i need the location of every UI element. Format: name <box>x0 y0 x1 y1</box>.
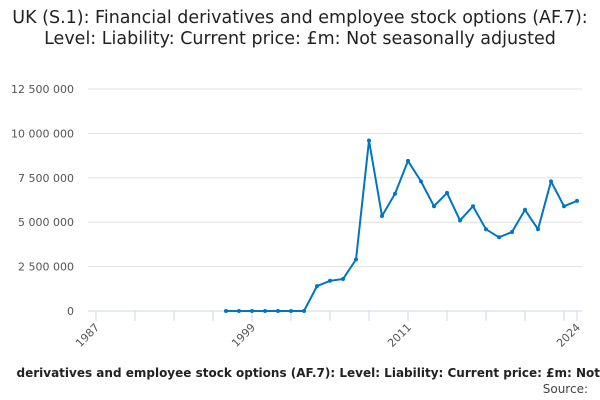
x-tick-label: 1987 <box>73 321 102 350</box>
data-point <box>276 309 280 313</box>
chart-title: UK (S.1): Financial derivatives and empl… <box>12 8 588 49</box>
data-point <box>549 179 553 184</box>
x-tick-label: 2024 <box>554 321 583 350</box>
data-point <box>224 309 228 313</box>
data-point <box>406 158 410 163</box>
data-point <box>562 204 566 209</box>
x-tick-label: 2011 <box>385 321 414 350</box>
data-point <box>536 227 540 232</box>
y-tick-label: 7 500 000 <box>18 172 74 185</box>
data-point <box>510 229 514 234</box>
data-point <box>419 179 423 184</box>
data-point <box>367 138 371 143</box>
data-point <box>575 198 579 203</box>
data-point <box>484 227 488 232</box>
y-tick-label: 2 500 000 <box>18 261 74 274</box>
data-point <box>237 309 241 313</box>
data-point <box>380 213 384 218</box>
data-point <box>328 278 332 283</box>
data-point <box>471 204 475 209</box>
data-point <box>354 257 358 262</box>
data-point <box>250 309 254 313</box>
data-point <box>302 309 306 313</box>
data-point <box>315 284 319 289</box>
data-point <box>341 277 345 282</box>
x-tick-label: 1999 <box>229 321 258 350</box>
y-tick-label: 12 500 000 <box>11 83 74 96</box>
data-point <box>432 204 436 209</box>
source-label: Source: <box>542 382 588 396</box>
y-tick-label: 5 000 000 <box>18 216 74 229</box>
chart-caption: derivatives and employee stock options (… <box>16 366 600 380</box>
data-point <box>289 309 293 313</box>
y-tick-label: 0 <box>67 305 74 318</box>
data-point <box>263 309 267 313</box>
series-line <box>226 139 578 312</box>
data-point <box>458 218 462 223</box>
data-point <box>393 191 397 196</box>
data-point <box>497 235 501 240</box>
data-point <box>445 190 449 195</box>
y-tick-label: 10 000 000 <box>11 127 74 140</box>
data-point <box>523 207 527 212</box>
